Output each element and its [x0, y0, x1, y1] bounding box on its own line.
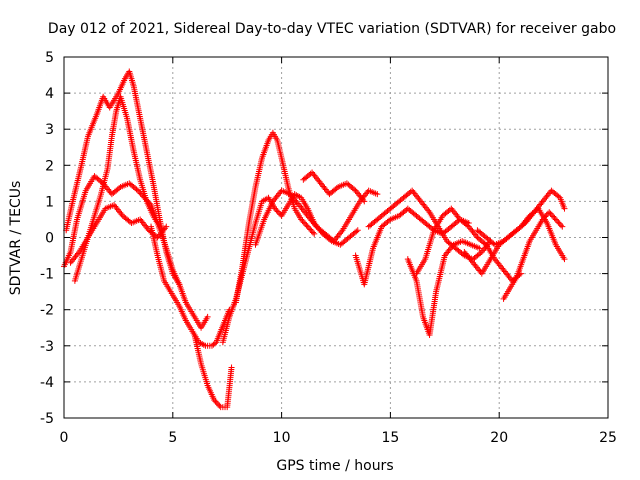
data-point-marker	[477, 250, 484, 257]
series-sat-j	[300, 169, 368, 205]
grid-lines	[64, 57, 608, 418]
series-sat-q	[474, 205, 568, 263]
y-tick-label: 2	[45, 158, 54, 174]
series-sat-m	[404, 238, 483, 338]
data-point-marker	[385, 217, 392, 224]
series-sat-n	[413, 205, 524, 284]
x-tick-label: 25	[599, 430, 617, 446]
data-point-marker	[557, 222, 564, 229]
y-tick-label: -5	[40, 411, 54, 427]
y-tick-label: 0	[45, 231, 54, 247]
data-point-marker	[134, 187, 141, 194]
data-point-marker	[204, 313, 211, 320]
x-tick-label: 0	[60, 430, 69, 446]
x-tick-label: 10	[273, 430, 291, 446]
data-point-marker	[361, 198, 368, 205]
data-point-marker	[548, 212, 555, 219]
data-point-marker	[561, 256, 568, 263]
x-tick-label: 5	[168, 430, 177, 446]
data-point-marker	[228, 364, 235, 371]
data-point-marker	[561, 205, 568, 212]
data-point-marker	[550, 213, 557, 220]
data-point-marker	[302, 220, 309, 227]
data-point-marker	[353, 228, 360, 235]
data-point-marker	[464, 222, 471, 229]
data-point-marker	[216, 402, 223, 409]
data-point-marker	[304, 223, 311, 230]
data-point-marker	[309, 229, 316, 236]
data-point-marker	[481, 240, 488, 247]
data-point-marker	[546, 209, 553, 216]
data-point-marker	[212, 398, 219, 405]
data-point-marker	[543, 212, 550, 219]
data-point-marker	[307, 226, 314, 233]
data-point-marker	[215, 401, 222, 408]
x-axis-label: GPS time / hours	[276, 458, 393, 474]
data-point-marker	[551, 215, 558, 222]
data-point-marker	[516, 224, 523, 231]
data-point-marker	[275, 209, 282, 216]
data-point-marker	[554, 217, 561, 224]
series-sat-p	[500, 209, 566, 302]
axis-ticks: 0 5 10 15 20 25 -5 -4 -3 -2 -1 0 1 2 3 4 5	[40, 50, 617, 446]
y-tick-label: 5	[45, 50, 54, 66]
data-point-marker	[300, 219, 307, 226]
chart-title: Day 012 of 2021, Sidereal Day-to-day VTE…	[48, 21, 616, 37]
data-point-marker	[311, 230, 318, 237]
data-point-marker	[429, 226, 436, 233]
y-tick-label: -1	[40, 267, 54, 283]
data-point-marker	[533, 206, 540, 213]
data-point-marker	[211, 396, 218, 403]
data-point-marker	[308, 228, 315, 235]
data-point-marker	[116, 185, 123, 192]
data-point-marker	[555, 193, 562, 200]
data-point-marker	[552, 216, 559, 223]
y-tick-label: 3	[45, 122, 54, 138]
data-point-marker	[555, 219, 562, 226]
data-point-marker	[176, 281, 183, 288]
data-point-marker	[333, 185, 340, 192]
data-point-marker	[298, 216, 305, 223]
series-sat-c	[71, 93, 163, 284]
data-point-marker	[306, 225, 313, 232]
data-point-marker	[156, 223, 163, 230]
y-tick-label: 4	[45, 86, 54, 102]
y-axis-label: SDTVAR / TECUs	[8, 181, 24, 296]
data-point-marker	[559, 223, 566, 230]
data-point-marker	[163, 223, 170, 230]
data-point-marker	[476, 245, 483, 252]
data-point-marker	[351, 186, 358, 193]
data-point-marker	[556, 220, 563, 227]
y-tick-label: -2	[40, 303, 54, 319]
data-point-marker	[213, 399, 220, 406]
data-point-marker	[374, 191, 381, 198]
data-point-marker	[133, 186, 140, 193]
y-tick-label: 1	[45, 194, 54, 210]
y-tick-label: -3	[40, 339, 54, 355]
data-point-marker	[299, 217, 306, 224]
data-point-marker	[274, 208, 281, 215]
series-sat-i	[252, 187, 381, 248]
data-point-marker	[354, 227, 361, 234]
data-point-marker	[272, 205, 279, 212]
series-sat-f	[191, 331, 235, 411]
x-tick-label: 15	[381, 430, 399, 446]
data-point-marker	[303, 222, 310, 229]
y-tick-label: -4	[40, 375, 54, 391]
series-sat-b	[63, 68, 183, 288]
series-sat-l	[365, 187, 494, 263]
data-points	[61, 68, 568, 411]
x-tick-label: 20	[490, 430, 508, 446]
data-point-marker	[273, 207, 280, 214]
data-point-marker	[547, 210, 554, 217]
data-point-marker	[211, 340, 218, 347]
